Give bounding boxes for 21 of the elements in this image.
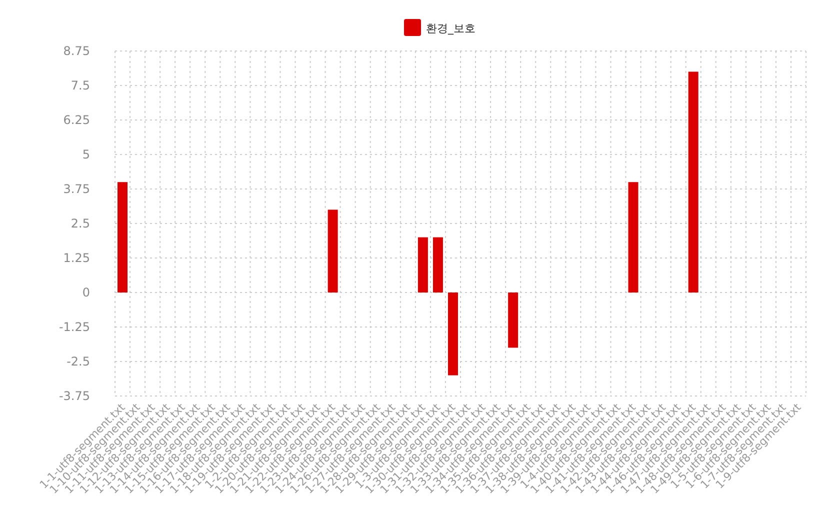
bar	[688, 72, 698, 292]
bar	[432, 237, 443, 292]
legend: 환경_보호	[404, 19, 476, 36]
y-tick-label: 1.25	[63, 251, 90, 265]
y-tick-label: 7.5	[70, 78, 90, 92]
y-tick-label: -1.25	[58, 320, 90, 334]
y-tick-label: 2.5	[70, 216, 90, 230]
bar	[418, 237, 428, 292]
y-tick-label: -3.75	[58, 389, 90, 403]
bar	[628, 182, 638, 292]
bar	[328, 210, 338, 292]
y-tick-label: 5	[82, 148, 90, 162]
bar	[118, 182, 128, 292]
y-tick-label: 6.25	[63, 113, 90, 127]
legend-label: 환경_보호	[426, 22, 476, 35]
y-tick-label: 8.75	[63, 44, 90, 58]
y-tick-label: 0	[82, 286, 90, 300]
y-tick-label: -2.5	[66, 354, 90, 368]
bar	[448, 292, 458, 376]
y-tick-label: 3.75	[63, 182, 90, 196]
bar	[508, 292, 518, 348]
